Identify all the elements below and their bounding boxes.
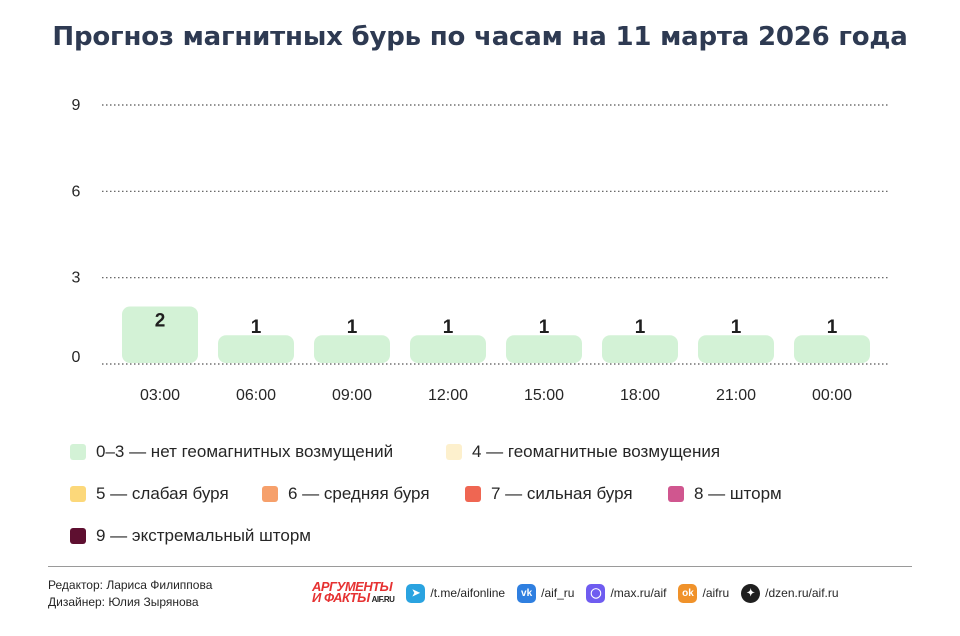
x-tick-label: 06:00 — [236, 387, 276, 404]
designer-credit: Дизайнер: Юлия Зырянова — [48, 595, 199, 609]
legend-swatch-6 — [262, 486, 278, 502]
telegram-icon: ➤ — [406, 583, 426, 603]
social-label: /aif_ru — [541, 586, 575, 600]
x-tick-label: 03:00 — [140, 387, 180, 404]
bar — [410, 335, 486, 363]
legend-item: 0–3 — нет геомагнитных возмущений — [70, 442, 393, 462]
data-label: 1 — [539, 317, 550, 338]
legend-item: 4 — геомагнитные возмущения — [446, 442, 720, 462]
x-tick-label: 18:00 — [620, 387, 660, 404]
legend-swatch-4 — [446, 444, 462, 460]
chart-title: Прогноз магнитных бурь по часам на 11 ма… — [52, 22, 908, 52]
bar — [698, 335, 774, 363]
logo-site: AIF.RU — [371, 595, 395, 604]
social-label: /max.ru/aif — [610, 586, 667, 600]
data-label: 2 — [155, 310, 166, 331]
legend-swatch-8 — [668, 486, 684, 502]
social-label: /t.me/aifonline — [430, 586, 506, 600]
data-label: 1 — [347, 317, 358, 338]
legend-swatch-7 — [465, 486, 481, 502]
social-label: /aifru — [702, 586, 730, 600]
legend-item: 8 — шторм — [668, 484, 782, 504]
legend-item: 5 — слабая буря — [70, 484, 229, 504]
y-tick-label: 3 — [72, 270, 81, 287]
bar-chart: 0 3 6 9 2 03:00 1 06:00 1 09:00 1 12:00 1 15:00 1 18:00… — [72, 97, 890, 404]
legend-label: 4 — геомагнитные возмущения — [472, 442, 721, 461]
social-max[interactable]: ◯ /max.ru/aif — [586, 583, 667, 603]
y-tick-label: 6 — [72, 183, 81, 200]
footer-socials: АРГУМЕНТЫ И ФАКТЫ AIF.RU ➤ /t.me/aifonlin… — [312, 579, 851, 605]
max-icon: ◯ — [586, 583, 606, 603]
legend-label: 6 — средняя буря — [288, 484, 430, 503]
legend-item: 7 — сильная буря — [465, 484, 633, 504]
social-dzen[interactable]: ✦ /dzen.ru/aif.ru — [741, 583, 839, 603]
x-tick-label: 21:00 — [716, 387, 756, 404]
data-label: 1 — [827, 317, 838, 338]
legend-label: 0–3 — нет геомагнитных возмущений — [96, 442, 394, 461]
credits: Редактор: Лариса Филиппова Дизайнер: Юли… — [48, 577, 212, 611]
x-tick-label: 12:00 — [428, 387, 468, 404]
legend-label: 7 — сильная буря — [491, 484, 633, 503]
bar — [314, 335, 390, 363]
legend-label: 8 — шторм — [694, 484, 782, 503]
legend-item: 9 — экстремальный шторм — [70, 526, 311, 546]
data-label: 1 — [443, 317, 454, 338]
data-label: 1 — [635, 317, 646, 338]
y-tick-label: 0 — [72, 349, 81, 366]
x-tick-label: 15:00 — [524, 387, 564, 404]
legend-label: 9 — экстремальный шторм — [96, 526, 311, 545]
bar — [122, 306, 198, 363]
bar — [506, 335, 582, 363]
legend-swatch-5 — [70, 486, 86, 502]
dzen-icon: ✦ — [741, 583, 761, 603]
social-label: /dzen.ru/aif.ru — [765, 586, 839, 600]
legend-swatch-9 — [70, 528, 86, 544]
vk-icon: vk — [517, 583, 537, 603]
data-label: 1 — [251, 317, 262, 338]
footer-divider — [48, 566, 912, 567]
legend-swatch-0-3 — [70, 444, 86, 460]
social-telegram[interactable]: ➤ /t.me/aifonline — [406, 583, 506, 603]
x-tick-label: 00:00 — [812, 387, 852, 404]
x-tick-label: 09:00 — [332, 387, 372, 404]
data-label: 1 — [731, 317, 742, 338]
y-tick-label: 9 — [72, 97, 81, 114]
logo-line1: АРГУМЕНТЫ — [312, 579, 393, 594]
logo-line2: И ФАКТЫ — [312, 590, 370, 605]
legend-label: 5 — слабая буря — [96, 484, 229, 503]
editor-credit: Редактор: Лариса Филиппова — [48, 578, 213, 592]
odnoklassniki-icon: ok — [678, 583, 698, 603]
bar — [602, 335, 678, 363]
social-vk[interactable]: vk /aif_ru — [517, 583, 575, 603]
aif-logo[interactable]: АРГУМЕНТЫ И ФАКТЫ AIF.RU — [312, 579, 395, 605]
bar — [218, 335, 294, 363]
social-odnoklassniki[interactable]: ok /aifru — [678, 583, 730, 603]
legend-item: 6 — средняя буря — [262, 484, 430, 504]
bar — [794, 335, 870, 363]
